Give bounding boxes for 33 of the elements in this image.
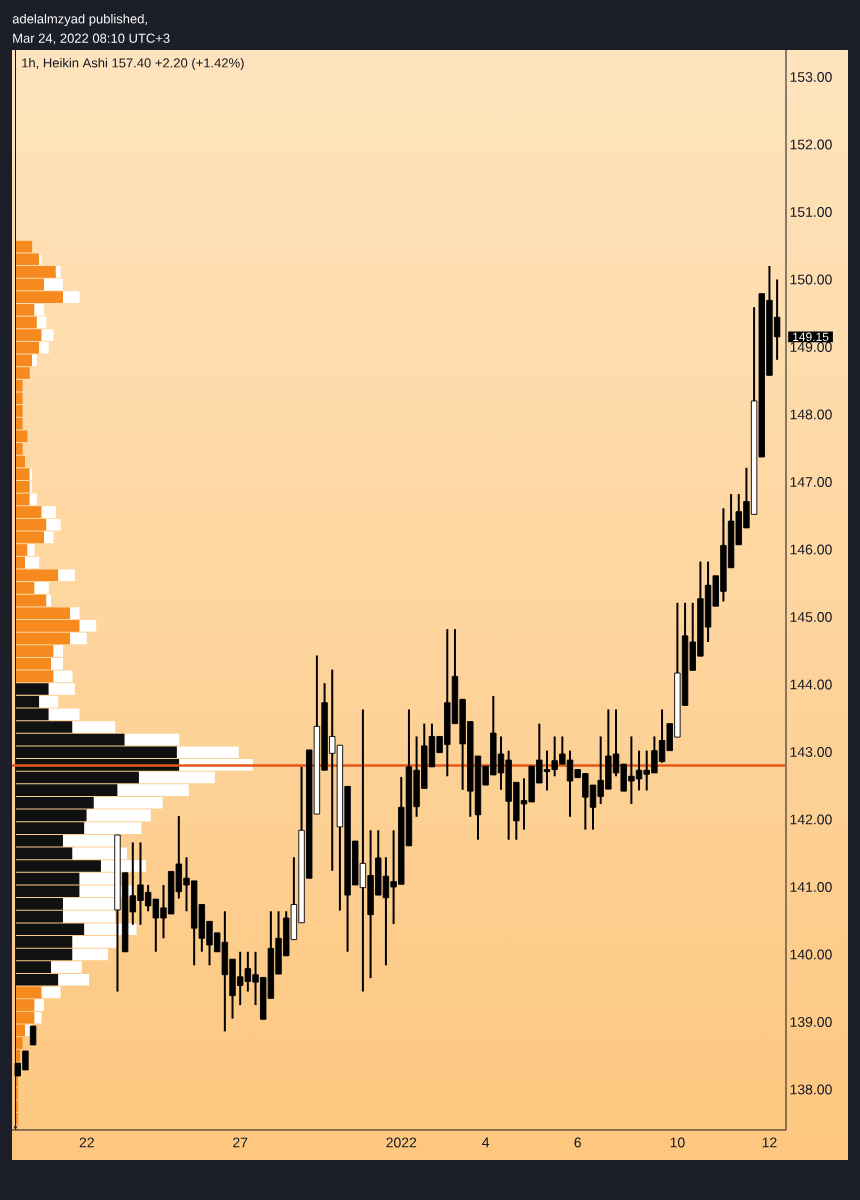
y-tick-label: 143.00 [790,747,832,757]
x-tick-label: 2022 [386,1137,417,1148]
x-tick-label: 4 [482,1137,490,1148]
y-tick-label: 150.00 [790,274,832,285]
y-tick-label: 144.00 [790,679,832,690]
x-tick-label: 22 [79,1137,94,1148]
text: 149.15 [793,332,829,342]
y-tick-label: 141.00 [790,882,832,892]
text: adelalmzyad published, [12,13,147,27]
x-tick-label: 6 [574,1137,581,1148]
y-tick-label: 146.00 [790,544,832,555]
bar [62,291,80,303]
y-tick-label: 142.00 [790,814,832,825]
y-tick-label: 151.00 [790,207,832,217]
x-tick-label: 27 [233,1137,248,1148]
y-tick-label: 148.00 [790,409,832,420]
y-tick-label: 138.00 [790,1084,832,1095]
text: Mar 24, 2022 08:10 UTC+3 [13,33,170,45]
bar [39,253,42,266]
y-tick-label: 145.00 [790,612,832,622]
y-tick-label: 140.00 [790,949,832,960]
y-tick-label: 152.00 [790,139,832,150]
text: 1h, Heikin Ashi 157.40 +2.20 (+1.42%) [22,57,244,71]
candlestick [29,1025,37,1046]
y-tick-label: 139.00 [790,1017,832,1027]
x-tick-label: 12 [762,1137,777,1148]
bar [70,607,80,620]
y-tick-label: 149.00 [790,342,832,352]
y-tick-label: 153.00 [790,72,832,82]
bar [58,569,75,582]
y-tick-label: 147.00 [790,477,832,487]
bar [32,354,37,367]
x-tick-label: 10 [670,1137,685,1148]
